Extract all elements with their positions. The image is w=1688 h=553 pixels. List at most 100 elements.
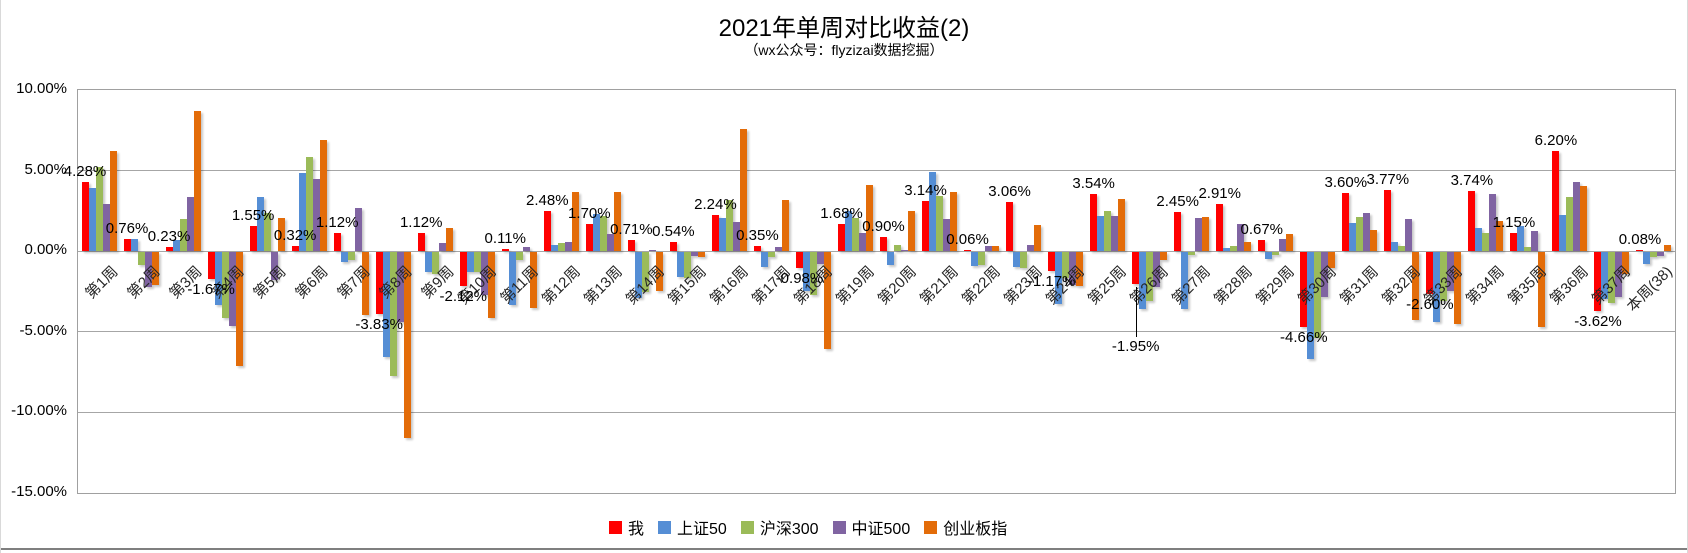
gridline (78, 411, 1675, 413)
data-label-week10: -2.12% (439, 288, 488, 306)
bar-上证50-week32 (1391, 242, 1399, 252)
bar-创业板指-week30 (1328, 252, 1336, 268)
bar-我-week7 (333, 233, 341, 252)
y-axis-tick: -10.00% (11, 402, 67, 420)
bar-中证500-week26 (1153, 252, 1161, 287)
bar-上证50-week9 (424, 252, 432, 272)
bar-沪深300-week34 (1482, 232, 1490, 252)
bar-中证500-week18 (816, 252, 824, 265)
bar-沪深300-week9 (431, 252, 439, 274)
data-label-week30: -4.66% (1280, 329, 1328, 347)
bar-上证50-week30 (1307, 252, 1315, 360)
bar-中证500-week6 (312, 178, 320, 252)
bar-创业板指-week24 (1076, 252, 1084, 287)
bar-中证500-week24 (1069, 252, 1077, 286)
x-axis-tick-week34: 第34周 (1462, 263, 1509, 309)
chart-subtitle: （wx公众号：flyzizai数据挖掘） (744, 42, 944, 58)
bar-创业板指-week15 (697, 252, 705, 258)
bar-我-week1 (81, 182, 89, 252)
x-axis-tick-week22: 第22周 (958, 263, 1004, 309)
bar-创业板指-week36 (1580, 185, 1588, 252)
bar-沪深300-week25 (1104, 210, 1112, 252)
y-axis-tick: -15.00% (11, 483, 67, 500)
legend-label: 中证500 (851, 521, 911, 538)
bar-沪深300-week13 (599, 215, 607, 252)
bar-上证50-week2 (130, 238, 138, 252)
legend-swatch-icon (924, 520, 938, 534)
bar-中证500-week5 (270, 252, 278, 280)
gridline (78, 331, 1675, 333)
bar-上证50-week38 (1643, 252, 1651, 265)
bar-沪深300-week24 (1062, 252, 1070, 279)
data-label-week2: 0.76% (105, 219, 149, 237)
data-label-week35: 1.15% (1492, 213, 1536, 231)
bar-创业板指-week14 (655, 252, 663, 291)
bar-中证500-week16 (732, 222, 740, 252)
bar-创业板指-week25 (1118, 198, 1126, 252)
bar-创业板指-week20 (908, 210, 915, 252)
bar-上证50-week13 (592, 214, 600, 252)
bar-中证500-week3 (186, 197, 194, 252)
bar-创业板指-week3 (193, 110, 201, 252)
legend-item-创业板指: 创业板指 (924, 515, 1007, 539)
bar-沪深300-week17 (767, 252, 775, 258)
bar-创业板指-week4 (235, 252, 243, 367)
bar-沪深300-week32 (1398, 245, 1406, 252)
legend-swatch-icon (740, 520, 754, 534)
bar-创业板指-week8 (403, 252, 411, 439)
bar-沪深300-week5 (263, 212, 271, 252)
bar-创业板指-week5 (277, 218, 285, 252)
bar-我-week34 (1468, 190, 1476, 252)
x-axis-tick-week21: 第21周 (916, 263, 962, 309)
data-label-week32: 3.77% (1366, 171, 1410, 189)
bar-上证50-week35 (1517, 226, 1525, 252)
bar-我-week14 (627, 239, 635, 252)
legend-item-上证50: 上证50 (658, 515, 727, 539)
data-label-week24: -1.17% (1027, 273, 1076, 291)
bar-上证50-week3 (172, 239, 180, 252)
bar-我-week19 (837, 224, 845, 252)
data-label-week36: 6.20% (1534, 132, 1578, 150)
bar-中证500-week28 (1237, 223, 1245, 252)
bar-中证500-week8 (396, 252, 404, 323)
data-label-week23: 3.06% (988, 182, 1031, 200)
bar-沪深300-week15 (683, 252, 691, 278)
bar-沪深300-week21 (936, 195, 944, 252)
y-axis-tick: -5.00% (19, 321, 67, 339)
bar-我-week22 (964, 250, 972, 252)
bar-中证500-week22 (985, 246, 993, 252)
bar-沪深300-week33 (1440, 252, 1448, 301)
bar-沪深300-week35 (1524, 247, 1532, 252)
bar-我-week5 (249, 226, 257, 252)
data-label-week22: 0.06% (946, 231, 989, 249)
bar-沪深300-week20 (894, 245, 901, 252)
bar-上证50-week27 (1181, 252, 1189, 309)
bar-创业板指-week29 (1286, 234, 1294, 252)
bar-创业板指-week11 (529, 252, 537, 308)
data-label-week20: 0.90% (862, 217, 905, 235)
bar-我-week27 (1174, 211, 1182, 252)
bar-中证500-week32 (1405, 218, 1413, 252)
bar-上证50-week20 (887, 252, 894, 265)
data-label-week19: 1.68% (820, 205, 863, 223)
bar-创业板指-week1 (109, 150, 117, 252)
bar-中证500-week10 (480, 252, 488, 295)
bar-中证500-week35 (1531, 231, 1539, 252)
bar-沪深300-week38 (1650, 252, 1658, 258)
bar-沪深300-week31 (1356, 217, 1364, 252)
bar-上证50-week23 (1013, 252, 1021, 267)
bar-沪深300-week29 (1272, 252, 1280, 256)
bar-创业板指-week38 (1664, 244, 1672, 252)
bar-上证50-week8 (382, 252, 390, 357)
bar-创业板指-week28 (1244, 241, 1252, 252)
legend-label: 我 (628, 521, 645, 538)
data-label-week11: 0.11% (484, 230, 526, 248)
data-label-week5: 1.55% (231, 207, 275, 225)
bar-我-week12 (543, 211, 551, 252)
x-axis-tick-week6: 第6周 (292, 263, 332, 303)
bar-我-week26 (1132, 252, 1140, 284)
legend-item-沪深300: 沪深300 (740, 515, 819, 539)
bar-中证500-week25 (1111, 215, 1119, 252)
bar-我-week25 (1090, 194, 1098, 252)
bar-中证500-week19 (858, 233, 866, 252)
